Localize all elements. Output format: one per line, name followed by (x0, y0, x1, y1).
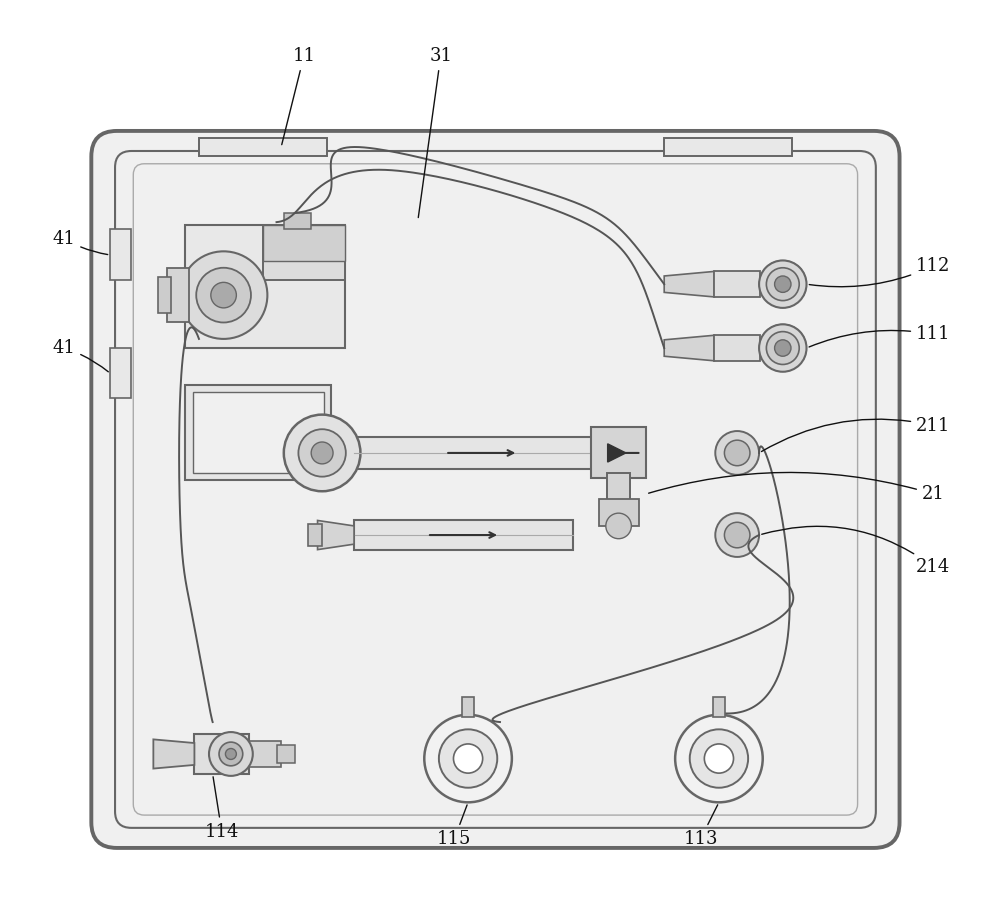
Bar (664, 138, 792, 156)
Text: 31: 31 (418, 47, 452, 218)
Bar (308, 524, 322, 546)
Polygon shape (664, 272, 714, 297)
Bar (110, 348, 131, 398)
Bar (158, 277, 171, 313)
Circle shape (775, 276, 791, 293)
Bar (599, 499, 639, 526)
Bar (263, 225, 345, 262)
Circle shape (284, 414, 360, 491)
Polygon shape (153, 739, 194, 769)
Circle shape (724, 440, 750, 466)
Circle shape (209, 732, 253, 776)
Circle shape (724, 522, 750, 548)
Bar (193, 392, 324, 473)
Circle shape (180, 252, 267, 339)
Text: 111: 111 (809, 326, 951, 347)
Circle shape (766, 268, 799, 301)
Bar (167, 268, 189, 322)
Text: 21: 21 (649, 472, 945, 503)
Circle shape (766, 331, 799, 364)
Bar (462, 697, 474, 717)
Circle shape (298, 429, 346, 477)
Text: 11: 11 (282, 47, 315, 145)
Bar (263, 225, 345, 280)
Circle shape (439, 729, 497, 788)
Text: 112: 112 (809, 257, 950, 286)
Bar (304, 433, 340, 473)
Text: 113: 113 (683, 805, 718, 848)
Circle shape (759, 261, 807, 307)
Polygon shape (664, 335, 714, 361)
Circle shape (225, 748, 236, 759)
Bar (284, 213, 311, 230)
Bar (185, 225, 345, 348)
Text: 114: 114 (205, 777, 239, 841)
Bar (714, 272, 760, 297)
Circle shape (453, 744, 483, 773)
Polygon shape (318, 521, 354, 550)
Text: 115: 115 (437, 805, 472, 848)
Bar (277, 745, 295, 763)
Polygon shape (608, 444, 626, 462)
FancyBboxPatch shape (91, 131, 900, 848)
Circle shape (704, 744, 734, 773)
Bar (185, 384, 331, 480)
Text: 211: 211 (761, 416, 950, 451)
Bar (194, 734, 249, 774)
Bar (591, 427, 646, 479)
Circle shape (606, 513, 631, 539)
Circle shape (424, 715, 512, 802)
Text: 41: 41 (53, 230, 108, 254)
Circle shape (775, 339, 791, 356)
Bar (354, 436, 614, 469)
Circle shape (311, 442, 333, 464)
Circle shape (715, 513, 759, 557)
Circle shape (211, 283, 236, 307)
Circle shape (759, 324, 807, 371)
Circle shape (196, 268, 251, 322)
Bar (713, 697, 725, 717)
Circle shape (690, 729, 748, 788)
Bar (607, 473, 630, 526)
Bar (354, 521, 573, 550)
Bar (249, 741, 281, 767)
Circle shape (675, 715, 763, 802)
Bar (199, 138, 327, 156)
Text: 214: 214 (762, 526, 950, 576)
Text: 41: 41 (53, 339, 108, 371)
Bar (110, 230, 131, 280)
Circle shape (715, 431, 759, 475)
Circle shape (219, 742, 243, 766)
Bar (714, 335, 760, 361)
